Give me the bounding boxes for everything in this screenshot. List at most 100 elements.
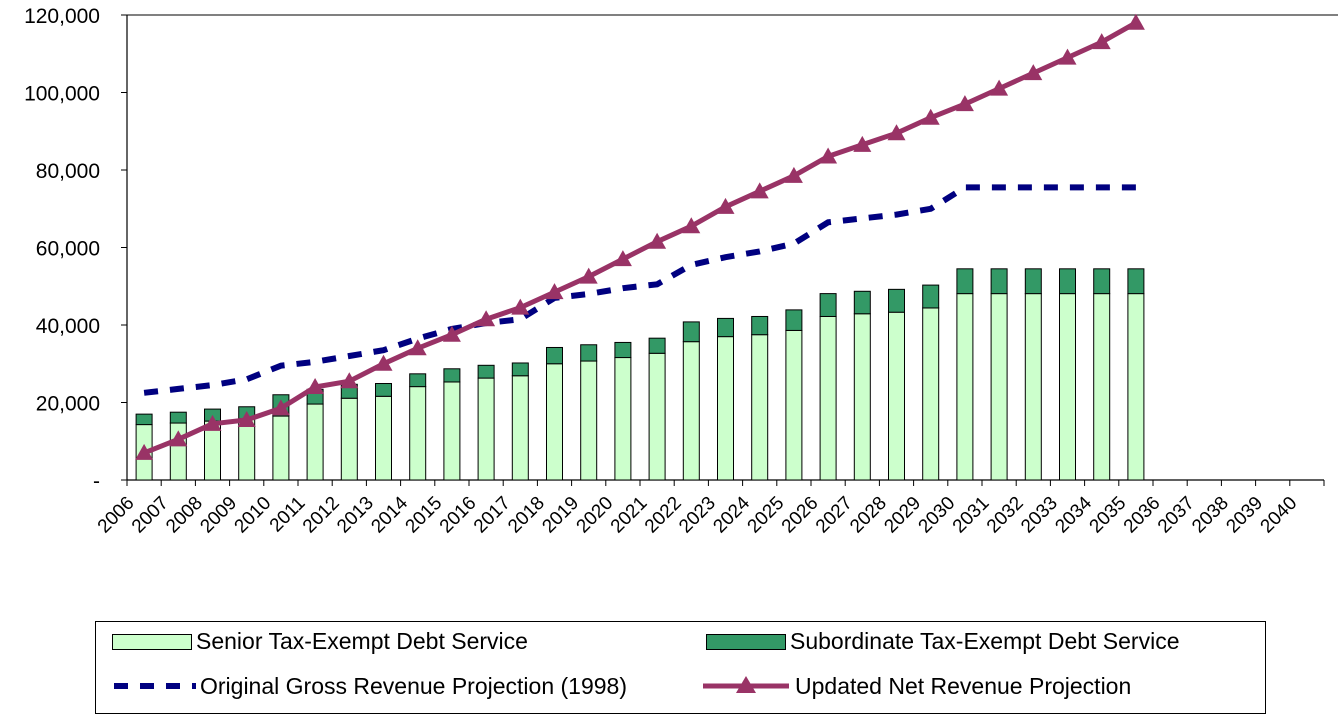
marker-updated-2019	[579, 267, 598, 284]
bar-subordinate-2031	[990, 268, 1008, 295]
bar-senior-2012	[340, 397, 358, 481]
marker-updated-2021	[648, 232, 667, 249]
x-tick-label: 2013	[333, 493, 378, 538]
x-tick-label: 2035	[1086, 493, 1131, 538]
legend-swatch-updated	[703, 676, 789, 693]
marker-updated-2033	[1058, 48, 1077, 65]
marker-updated-2018	[545, 283, 564, 300]
x-axis: 2006200720082009201020112012201320142015…	[94, 479, 1325, 538]
x-tick-label: 2026	[778, 493, 823, 538]
bar-senior-2011	[306, 403, 324, 481]
bar-subordinate-2016	[477, 364, 495, 379]
y-tick-label: 20,000	[36, 393, 100, 416]
marker-updated-2014	[408, 339, 427, 356]
legend-label-senior: Senior Tax-Exempt Debt Service	[196, 628, 528, 654]
x-tick-label: 2028	[846, 493, 891, 538]
bar-senior-2023	[717, 336, 734, 481]
marker-updated-2013	[374, 354, 393, 371]
legend-label-updated: Updated Net Revenue Projection	[795, 672, 1132, 699]
y-tick-label: -	[93, 470, 100, 493]
bar-subordinate-2017	[511, 362, 529, 377]
marker-updated-2008	[203, 414, 222, 431]
bar-senior-2035	[1127, 293, 1145, 481]
bar-senior-2009	[238, 418, 256, 481]
revenue-debt-chart: -20,00040,00060,00080,000100,000120,000 …	[24, 5, 1338, 538]
bar-senior-2029	[922, 307, 940, 481]
y-tick-label: 60,000	[36, 238, 100, 261]
legend-item-subordinate: Subordinate Tax-Exempt Debt Service	[706, 628, 1180, 655]
marker-updated-2015	[442, 325, 461, 342]
x-tick-label: 2010	[231, 493, 276, 538]
x-tick-label: 2022	[641, 493, 686, 538]
legend-swatch-original	[114, 683, 196, 689]
bar-subordinate-2020	[614, 341, 632, 359]
marker-updated-2007	[169, 430, 188, 447]
bars-layer	[135, 268, 1145, 481]
bar-senior-2019	[580, 360, 598, 481]
bar-subordinate-2034	[1093, 268, 1111, 295]
legend-item-updated: Updated Net Revenue Projection	[699, 671, 1131, 701]
x-tick-label: 2029	[880, 493, 925, 538]
marker-updated-2029	[921, 108, 940, 125]
bar-subordinate-2018	[546, 346, 563, 365]
bar-subordinate-2014	[409, 373, 427, 388]
marker-updated-2035	[1126, 13, 1145, 30]
bar-senior-2010	[272, 415, 290, 481]
marker-updated-2024	[750, 182, 769, 199]
y-tick-label: 40,000	[36, 315, 100, 338]
x-tick-label: 2024	[709, 492, 754, 537]
legend-label-subordinate: Subordinate Tax-Exempt Debt Service	[790, 628, 1180, 654]
x-tick-label: 2018	[504, 493, 549, 538]
marker-updated-2028	[887, 124, 906, 141]
bar-senior-2021	[648, 352, 666, 481]
bar-subordinate-2019	[580, 344, 598, 362]
marker-updated-2006	[135, 443, 154, 460]
legend-item-senior: Senior Tax-Exempt Debt Service	[112, 628, 528, 655]
x-tick-label: 2007	[128, 493, 173, 538]
marker-updated-2017	[511, 298, 530, 315]
bar-subordinate-2025	[785, 309, 803, 331]
bar-senior-2014	[409, 386, 427, 481]
x-tick-label: 2036	[1120, 493, 1165, 538]
marker-updated-2010	[271, 399, 290, 416]
marker-updated-2032	[1024, 64, 1043, 81]
x-tick-label: 2014	[367, 492, 412, 537]
x-tick-label: 2039	[1222, 493, 1267, 538]
marker-updated-2011	[306, 378, 325, 394]
x-tick-label: 2017	[470, 493, 515, 538]
x-tick-label: 2040	[1257, 493, 1302, 538]
bar-subordinate-2027	[853, 290, 871, 315]
x-tick-label: 2025	[744, 493, 789, 538]
marker-updated-2009	[237, 410, 256, 427]
bar-subordinate-2026	[819, 293, 837, 317]
legend: Senior Tax-Exempt Debt Service Subordina…	[95, 621, 1266, 714]
bar-senior-2031	[990, 293, 1008, 481]
marker-updated-2030	[955, 95, 974, 112]
bar-subordinate-2028	[888, 288, 905, 313]
x-tick-label: 2030	[915, 493, 960, 538]
bar-senior-2025	[785, 329, 803, 481]
bar-senior-2016	[477, 377, 495, 481]
x-tick-label: 2031	[949, 493, 994, 538]
y-tick-label: 100,000	[24, 83, 100, 106]
bar-senior-2022	[682, 341, 700, 481]
marker-updated-2026	[819, 147, 838, 164]
marker-updated-2034	[1092, 33, 1111, 50]
legend-swatch-subordinate	[706, 633, 786, 650]
y-tick-label: 80,000	[36, 160, 100, 183]
x-tick-label: 2016	[436, 493, 481, 538]
bar-subordinate-2007	[169, 411, 187, 424]
bar-senior-2030	[956, 293, 974, 481]
bar-subordinate-2023	[717, 317, 734, 338]
legend-swatch-senior	[112, 633, 192, 650]
line-updated-projection	[143, 20, 1138, 456]
marker-updated-2023	[716, 197, 735, 214]
bar-senior-2034	[1093, 293, 1111, 481]
bar-subordinate-2006	[135, 413, 153, 426]
bar-senior-2017	[511, 375, 529, 481]
bar-senior-2024	[751, 334, 769, 481]
bar-senior-2013	[375, 395, 392, 481]
x-tick-label: 2011	[266, 493, 310, 537]
bar-senior-2018	[546, 363, 563, 481]
bar-subordinate-2015	[443, 368, 461, 383]
